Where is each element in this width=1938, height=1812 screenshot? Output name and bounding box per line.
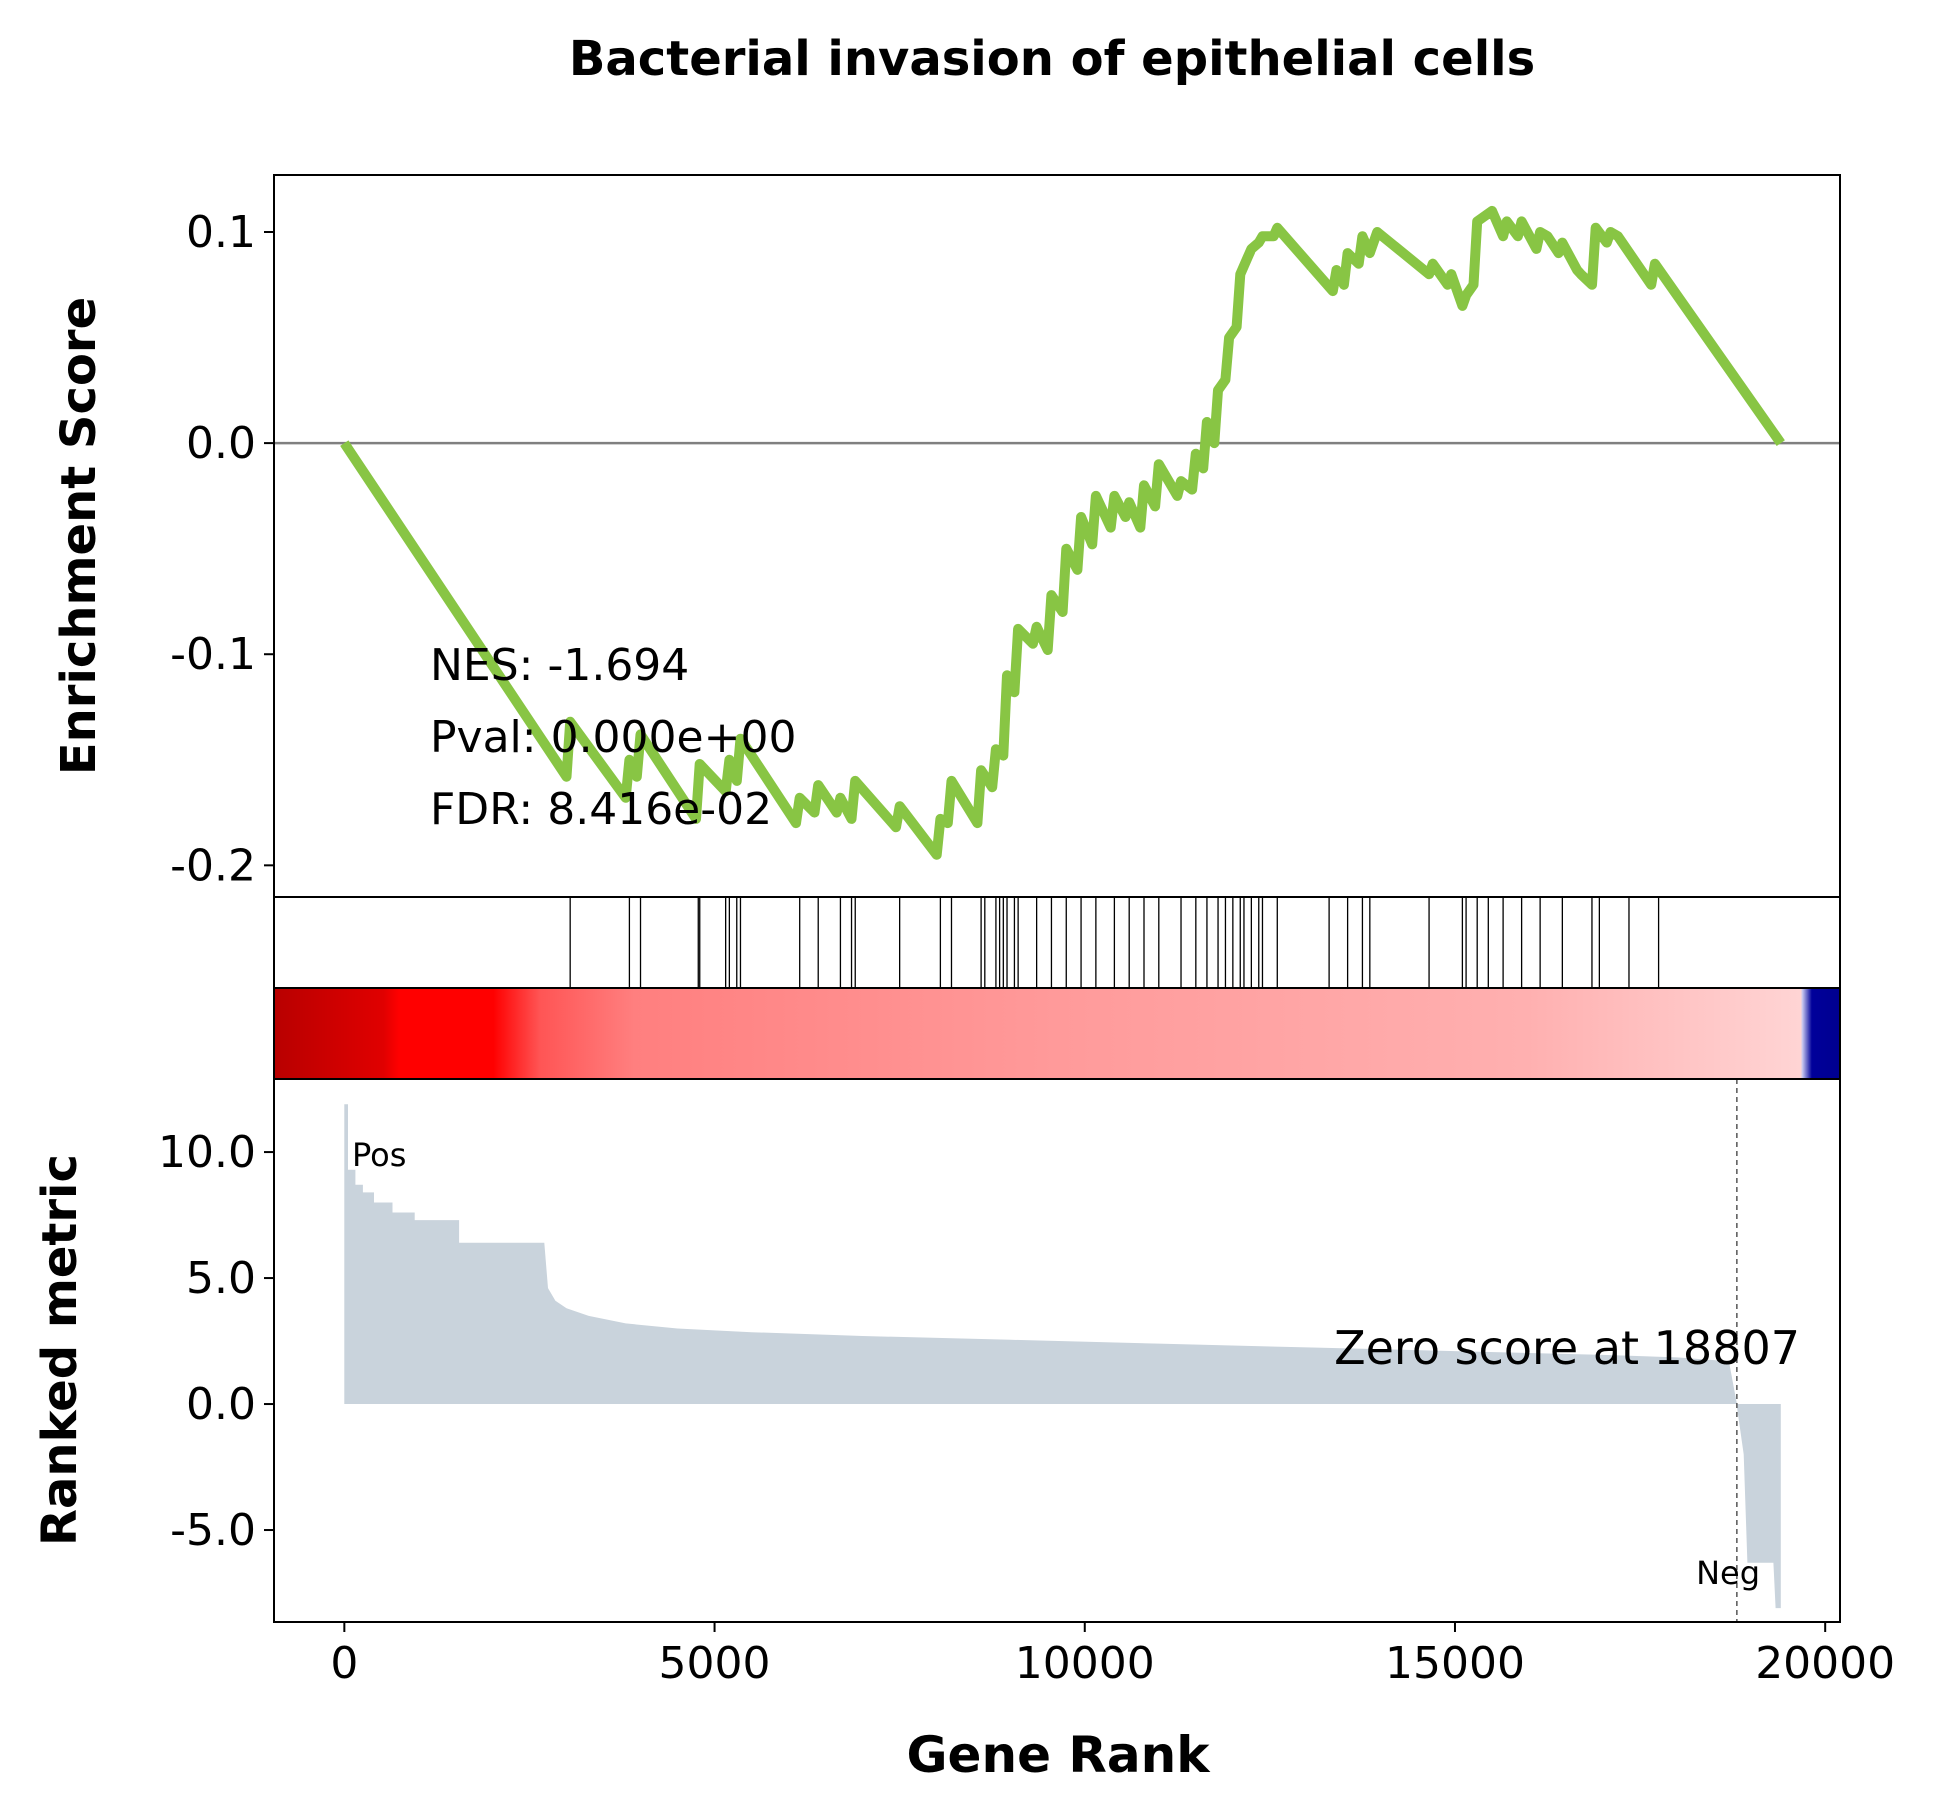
enrichment-y-tick-label: -0.2 bbox=[170, 840, 256, 891]
x-tick-label: 10000 bbox=[1015, 1638, 1155, 1689]
x-tick-label: 15000 bbox=[1385, 1638, 1525, 1689]
gene-hit-lines bbox=[569, 897, 1660, 988]
pval-stat: Pval: 0.000e+00 bbox=[430, 712, 796, 763]
metric-panel: Pos Neg Zero score at 18807 10.0 5.0 0.0 -5… bbox=[32, 1078, 1895, 1784]
enrichment-y-ticks: 0.1 0.0 -0.1 -0.2 bbox=[170, 207, 274, 891]
metric-y-tick-label: 0.0 bbox=[186, 1379, 256, 1430]
enrichment-y-label: Enrichment Score bbox=[51, 297, 107, 775]
metric-x-ticks: 0 5000 10000 15000 20000 bbox=[330, 1622, 1895, 1689]
hits-panel bbox=[273, 896, 1841, 989]
metric-y-label: Ranked metric bbox=[32, 1154, 88, 1546]
nes-stat: NES: -1.694 bbox=[430, 640, 689, 691]
hits-axes-frame bbox=[273, 896, 1841, 989]
enrichment-panel: 0.1 0.0 -0.1 -0.2 NES: -1.694 Pval: 0.000e+… bbox=[51, 174, 1841, 898]
metric-y-tick-label: 10.0 bbox=[158, 1127, 256, 1178]
ranked-metric-area bbox=[344, 1104, 1781, 1609]
rank-gradient bbox=[274, 988, 1840, 1079]
x-tick-label: 20000 bbox=[1755, 1638, 1895, 1689]
enrichment-y-tick-label: -0.1 bbox=[170, 629, 256, 680]
metric-y-tick-label: 5.0 bbox=[186, 1253, 256, 1304]
fdr-stat: FDR: 8.416e-02 bbox=[430, 784, 772, 835]
pos-label: Pos bbox=[352, 1136, 406, 1174]
enrichment-y-tick-label: 0.0 bbox=[186, 418, 256, 469]
enrichment-y-tick-label: 0.1 bbox=[186, 207, 256, 258]
x-axis-label: Gene Rank bbox=[907, 1726, 1212, 1784]
chart-title: Bacterial invasion of epithelial cells bbox=[569, 31, 1535, 87]
neg-label: Neg bbox=[1696, 1554, 1760, 1592]
metric-y-ticks: 10.0 5.0 0.0 -5.0 bbox=[158, 1127, 274, 1556]
rank-colorbar bbox=[273, 987, 1841, 1080]
zero-score-label: Zero score at 18807 bbox=[1334, 1321, 1800, 1375]
enrichment-score-line bbox=[340, 205, 1785, 860]
metric-y-tick-label: -5.0 bbox=[170, 1505, 256, 1556]
x-tick-label: 5000 bbox=[659, 1638, 771, 1689]
metric-axes-frame bbox=[273, 1078, 1841, 1623]
x-tick-label: 0 bbox=[330, 1638, 358, 1689]
